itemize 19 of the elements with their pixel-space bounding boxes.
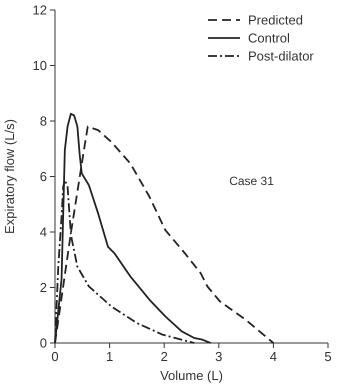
annotation: Case 31 — [229, 174, 274, 188]
y-tick-label: 8 — [40, 114, 47, 128]
x-tick-label: 0 — [51, 349, 59, 364]
x-tick-label: 5 — [324, 349, 332, 364]
legend-label: Control — [248, 30, 290, 46]
legend-label: Predicted — [248, 12, 303, 28]
y-tick-label: 12 — [32, 2, 47, 18]
x-tick-label: 4 — [270, 349, 278, 364]
x-axis-title: Volume (L) — [160, 368, 223, 383]
y-tick-label: 4 — [40, 224, 47, 240]
y-axis-title: Expiratory flow (L/s) — [2, 119, 17, 234]
legend-label: Post-dilator — [248, 48, 314, 64]
x-tick-label: 2 — [160, 349, 168, 364]
y-tick-label: 6 — [40, 169, 47, 184]
x-tick-label: 3 — [215, 349, 222, 364]
x-tick-label: 1 — [106, 349, 114, 364]
y-tick-label: 10 — [32, 58, 47, 73]
y-tick-label: 2 — [40, 280, 47, 295]
y-tick-label: 0 — [40, 336, 47, 350]
